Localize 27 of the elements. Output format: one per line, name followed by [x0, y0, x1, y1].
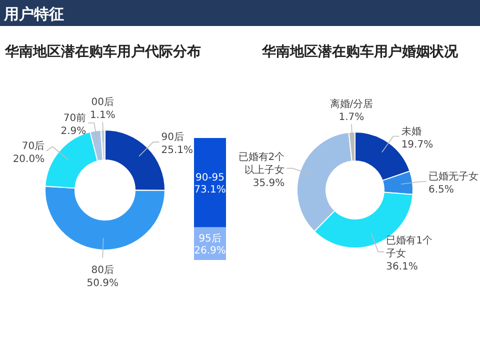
data-label: 26.9%: [194, 246, 226, 257]
chart-title: 华南地区潜在购车用户代际分布: [4, 43, 201, 60]
slice-label: 90后: [161, 131, 184, 144]
series-label: 95后: [198, 232, 222, 245]
series-label: 90-95: [195, 172, 225, 184]
slice-label: 70前: [63, 112, 86, 124]
data-label: 19.7%: [401, 139, 434, 150]
data-label: 25.1%: [161, 145, 194, 156]
data-label: 20.0%: [12, 154, 45, 165]
slice-label: 离婚/分居: [330, 98, 374, 110]
chart-title: 华南地区潜在购车用户婚姻状况: [261, 43, 459, 60]
slice-label: 已婚有1个子女: [386, 234, 433, 260]
data-label: 2.9%: [60, 126, 86, 137]
slice-label: 已婚有2个以上子女: [238, 150, 285, 176]
data-label: 50.9%: [86, 278, 119, 289]
data-label: 6.5%: [428, 184, 454, 196]
slice-label: 已婚无子女: [428, 170, 478, 183]
slice-label: 80后: [91, 264, 114, 276]
data-label: 1.7%: [338, 112, 364, 124]
data-label: 36.1%: [386, 261, 418, 272]
data-label: 35.9%: [252, 178, 285, 189]
slice-label: 未婚: [401, 125, 422, 138]
slice-label: 70后: [22, 140, 45, 152]
text: 用户特征: [3, 5, 64, 23]
data-label: 1.1%: [90, 110, 116, 122]
slice-label: 00后: [91, 96, 114, 108]
data-label: 73.1%: [194, 184, 226, 196]
